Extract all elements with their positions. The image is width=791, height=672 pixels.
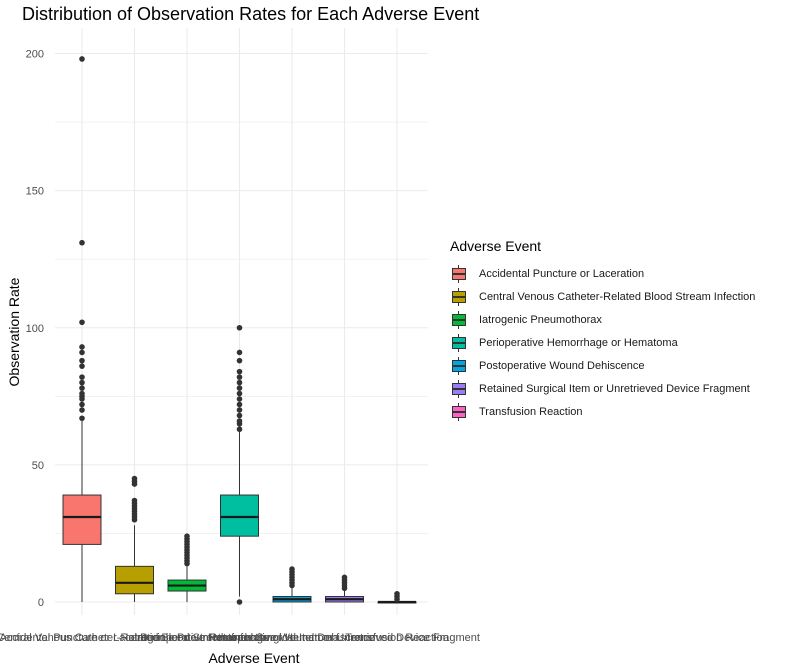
y-axis-label: Observation Rate — [6, 277, 22, 387]
legend-label: Perioperative Hemorrhage or Hematoma — [479, 336, 678, 349]
outlier-point — [236, 599, 243, 605]
x-tick-label: Postoperative Wound Dehiscence — [209, 632, 375, 644]
outlier-point — [289, 566, 295, 572]
legend-title: Adverse Event — [450, 238, 542, 254]
outlier-point — [236, 379, 243, 386]
outlier-point — [79, 401, 85, 408]
outlier-point — [79, 56, 85, 62]
legend-swatch — [450, 287, 468, 306]
outlier-point — [236, 407, 243, 413]
outlier-point — [131, 475, 138, 482]
legend-item: Postoperative Wound Dehiscence — [450, 354, 755, 377]
box-7 — [377, 590, 417, 604]
x-tick-label: Transfusion Reaction — [345, 632, 449, 644]
legend-item: Perioperative Hemorrhage or Hematoma — [450, 331, 755, 354]
box-body — [62, 494, 102, 545]
outlier-point — [236, 396, 243, 402]
outlier-point — [79, 344, 85, 350]
outlier-point — [131, 497, 138, 504]
y-tick-label: 150 — [26, 186, 44, 198]
outlier-point — [184, 533, 190, 539]
legend-swatch — [450, 333, 468, 352]
legend: Adverse Event Accidental Puncture or Lac… — [450, 238, 755, 423]
x-axis-label: Adverse Event — [208, 650, 300, 666]
outlier-point — [236, 368, 243, 375]
x-tick-label: Accidental Puncture or Laceration — [0, 632, 165, 644]
outlier-point — [236, 349, 243, 356]
legend-label: Retained Surgical Item or Unretrieved De… — [479, 382, 750, 395]
chart-title: Distribution of Observation Rates for Ea… — [22, 4, 480, 24]
outlier-point — [341, 574, 348, 581]
outlier-point — [236, 324, 243, 331]
legend-label: Transfusion Reaction — [479, 405, 583, 418]
box-4 — [220, 324, 259, 605]
outlier-point — [79, 374, 85, 380]
outlier-point — [79, 390, 85, 397]
legend-label: Iatrogenic Pneumothorax — [479, 313, 602, 326]
box-2 — [115, 475, 154, 602]
x-tick-label: Iatrogenic Pneumothorax — [126, 632, 249, 644]
outlier-point — [79, 407, 85, 413]
legend-item: Retained Surgical Item or Unretrieved De… — [450, 377, 755, 400]
box-1 — [62, 56, 102, 602]
box-5 — [272, 566, 312, 603]
legend-item: Accidental Puncture or Laceration — [450, 262, 755, 285]
outlier-point — [394, 590, 400, 597]
box-3 — [167, 533, 207, 602]
legend-swatch — [450, 356, 468, 375]
legend-label: Central Venous Catheter-Related Blood St… — [479, 290, 756, 303]
outlier-point — [236, 412, 243, 419]
box-body — [220, 494, 259, 537]
outlier-point — [236, 385, 243, 391]
outlier-point — [79, 349, 85, 356]
y-tick-label: 50 — [32, 460, 44, 472]
legend-swatch — [450, 379, 468, 398]
x-tick-label: Perioperative Hemorrhage or Hematoma — [140, 632, 340, 644]
outlier-point — [236, 357, 243, 364]
outlier-point — [79, 415, 85, 422]
outlier-point — [236, 418, 243, 424]
y-tick-label: 100 — [26, 323, 44, 335]
legend-swatch — [450, 310, 468, 329]
legend-item: Transfusion Reaction — [450, 400, 755, 423]
x-tick-label: Central Venous Catheter-Related Blood St… — [0, 632, 273, 644]
outlier-point — [236, 426, 243, 433]
outlier-point — [236, 390, 243, 397]
outlier-point — [79, 239, 85, 246]
legend-label: Postoperative Wound Dehiscence — [479, 359, 645, 372]
legend-label: Accidental Puncture or Laceration — [479, 267, 645, 280]
legend-item: Central Venous Catheter-Related Blood St… — [450, 285, 755, 308]
legend-swatch — [450, 264, 468, 283]
outlier-point — [79, 357, 85, 364]
outlier-point — [79, 363, 85, 369]
box-body — [115, 565, 154, 595]
legend-items: Accidental Puncture or Laceration Central… — [450, 262, 755, 423]
outlier-point — [79, 319, 85, 326]
legend-swatch — [450, 402, 468, 421]
x-tick-label: Retained Surgical Item or Unretrieved De… — [209, 632, 480, 644]
y-tick-label: 200 — [26, 49, 44, 61]
legend-item: Iatrogenic Pneumothorax — [450, 308, 755, 331]
outlier-point — [79, 385, 85, 391]
outlier-point — [236, 401, 243, 408]
outlier-point — [236, 374, 243, 380]
y-tick-label: 0 — [38, 597, 44, 609]
outlier-point — [79, 379, 85, 386]
box-6 — [325, 574, 364, 603]
